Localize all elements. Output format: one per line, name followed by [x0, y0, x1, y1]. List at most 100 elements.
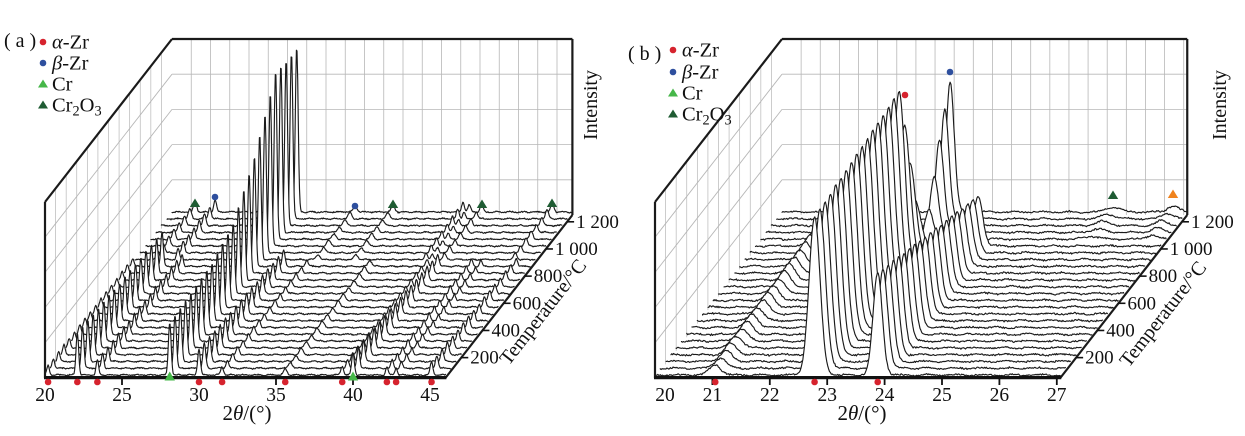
text-segment: β: [681, 62, 693, 84]
temperature-tick-label: 200: [470, 348, 499, 369]
legend-Cr-marker: [38, 79, 48, 88]
text-segment: O: [710, 104, 725, 126]
text-segment: Cr: [682, 83, 703, 105]
alpha-Zr-marker: [94, 378, 101, 386]
spectrum-trace-450C: [86, 264, 489, 323]
spectrum-trace-650C: [107, 224, 510, 296]
spectrum-trace-950C: [139, 116, 542, 255]
left-wall: [44, 39, 173, 378]
Cr2O3-marker: [387, 199, 399, 208]
top-left-edge: [44, 38, 173, 203]
text-segment: 2: [222, 401, 233, 425]
text-segment: 2: [73, 104, 80, 120]
text-segment: Cr: [52, 95, 73, 117]
spectrum-trace-500C: [92, 253, 494, 316]
spectrum-trace-700C: [113, 207, 515, 289]
phase-markers: [711, 68, 1179, 386]
legend-label-beta-Zr: β-Zr: [681, 62, 719, 84]
alpha-Zr-marker: [711, 378, 719, 386]
spectrum-trace-600C: [102, 234, 505, 302]
temperature-tick-label: 400: [491, 320, 519, 341]
text-segment: -Zr: [693, 40, 719, 62]
spectrum-trace-1000C: [145, 96, 547, 248]
beta-Zr-marker: [351, 202, 359, 210]
spectrum-trace-350C: [76, 278, 478, 336]
temperature-tick-label: 600: [1127, 293, 1156, 314]
legend-label-Cr: Cr: [52, 74, 73, 96]
Cr-marker: [347, 371, 359, 381]
alpha-Zr-marker: [281, 378, 289, 386]
temperature-tick-label: 1 200: [576, 212, 619, 233]
panel-label: ( b ): [628, 43, 661, 65]
legend-alpha-Zr-marker: [39, 38, 47, 46]
spectrum-trace-150C: [55, 308, 457, 364]
x-tick-label: 25: [932, 385, 952, 406]
temperature-tick-label: 1 200: [1191, 212, 1234, 233]
temperature-tick-label: 200: [1085, 348, 1114, 369]
x-tick-label: 24: [875, 385, 895, 406]
text-segment: /(°): [858, 401, 886, 425]
x-tick-label: 40: [343, 385, 363, 406]
legend-alpha-Zr-marker: [669, 46, 677, 54]
alpha-Zr-marker: [874, 378, 882, 386]
legend-beta-Zr-marker: [39, 59, 47, 67]
temperature-tick-label: 1 000: [1170, 239, 1213, 260]
text-segment: Cr: [682, 104, 703, 126]
x-axis-title: 2θ/(°): [837, 401, 886, 425]
top-left-edge: [654, 38, 783, 203]
beta-Zr-marker: [211, 193, 219, 201]
spectrum-trace-1100C: [155, 67, 558, 235]
x-tick-label: 21: [703, 385, 723, 406]
spectrum-trace-1200C: [166, 56, 568, 221]
alpha-Zr-marker: [74, 378, 81, 386]
legend-Cr2O3-marker: [38, 100, 48, 109]
spectrum-trace-1050C: [150, 74, 552, 241]
x-tick-label: 30: [189, 385, 209, 406]
alpha-Zr-marker: [195, 378, 203, 386]
x-tick-label: 45: [420, 385, 440, 406]
alpha-Zr-marker: [811, 378, 818, 386]
x-tick-label: 27: [1047, 385, 1067, 406]
alpha-Zr-marker: [901, 91, 909, 99]
unidentified-marker: [1167, 189, 1179, 198]
Cr2O3-marker: [189, 198, 201, 207]
back-wall: [172, 39, 573, 215]
spectrum-trace-100C: [659, 208, 1067, 371]
alpha-Zr-marker: [218, 378, 226, 386]
legend-label-Cr: Cr: [682, 83, 703, 105]
intensity-axis-title: Intensity: [1209, 70, 1231, 140]
text-segment: θ: [848, 401, 858, 425]
text-segment: β: [51, 53, 63, 75]
temperature-axis-line: [444, 214, 574, 379]
x-tick-label: 35: [266, 385, 286, 406]
x-tick-label: 20: [655, 385, 675, 406]
spectrum-trace-200C: [60, 300, 462, 357]
Cr-marker: [164, 371, 175, 381]
temperature-tick-label: 600: [513, 293, 542, 314]
legend-Cr-marker: [668, 88, 678, 97]
Cr2O3-marker: [546, 198, 558, 207]
temperature-tick-label: 400: [1106, 320, 1135, 341]
back-wall-face: [172, 39, 573, 215]
spectrum-trace-850C: [129, 158, 531, 268]
phase-markers: [44, 193, 558, 386]
text-segment: 3: [94, 104, 101, 120]
spectrum-trace-1150C: [160, 63, 563, 228]
beta-Zr-marker: [946, 68, 954, 76]
x-tick-label: 20: [35, 385, 55, 406]
Cr2O3-marker: [476, 199, 488, 208]
spectrum-trace-800C: [123, 175, 525, 275]
alpha-Zr-marker: [392, 378, 400, 386]
text-segment: 2: [703, 113, 710, 129]
spectra-traces: [44, 49, 573, 377]
legend-label-alpha-Zr: α-Zr: [682, 40, 719, 62]
x-axis-title: 2θ/(°): [222, 401, 271, 425]
x-tick-label: 25: [112, 385, 132, 406]
spectrum-trace-400C: [81, 270, 483, 330]
spectrum-trace-250C: [65, 293, 468, 350]
